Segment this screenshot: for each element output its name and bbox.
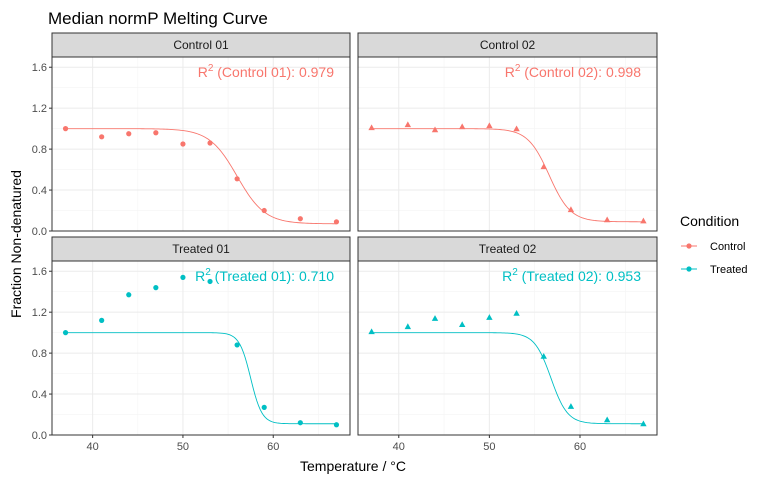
x-tick-label: 50 [483,441,495,453]
legend-label: Treated [710,264,748,276]
data-point [567,403,575,409]
data-point [234,176,240,182]
data-point [404,323,412,330]
x-tick-label: 50 [177,441,189,453]
facet-strip [51,236,351,262]
legend: Condition Control Treated [680,213,748,276]
data-point [368,328,375,335]
data-point [62,330,69,336]
data-point [458,321,466,328]
y-tick-label: 0.8 [32,348,47,360]
x-tick-label: 40 [393,441,405,453]
data-point [207,278,213,285]
chart-title: Median normP Melting Curve [48,9,268,28]
r-squared-annotation: R2 (Treated 02): 0.953 [502,267,641,284]
data-point [62,126,69,132]
facet-strip [357,236,658,262]
panel-border [357,56,658,232]
data-point [297,216,303,222]
data-point [540,163,547,170]
data-point [126,292,132,298]
data-point [513,125,520,132]
data-point [486,122,493,129]
legend-title: Condition [680,213,739,229]
x-tick-label: 60 [267,441,279,453]
r-squared-annotation: R2 (Treated 01): 0.710 [195,267,334,284]
facet-strip [51,32,351,58]
data-point [567,206,575,213]
facet-strip [357,32,658,58]
data-point [431,126,439,133]
panel-border [357,260,658,436]
facet-strip-label: Treated 02 [479,242,537,256]
y-tick-label: 0.0 [32,430,47,442]
x-tick-label: 40 [87,441,99,453]
facet-strip-label: Control 02 [480,38,536,52]
data-point [99,317,105,323]
panel-border [51,260,351,436]
data-point [99,134,105,140]
panel-control-01: Control 01 R2 (Control 01): 0.979 0.0 0.4 0.… [32,32,351,238]
data-point [603,416,611,423]
legend-label: Control [710,241,745,253]
data-point [153,130,159,136]
data-point [261,207,267,214]
fit-curve [371,128,644,223]
data-point [297,420,303,426]
fit-curve [65,332,337,425]
y-tick-label: 0.0 [32,226,47,238]
y-tick-label: 0.8 [32,144,47,156]
facet-strip-label: Control 01 [173,38,229,52]
data-point [540,352,547,359]
data-point [180,274,186,280]
data-point [126,131,132,137]
r-squared-annotation: R2 (Control 02): 0.998 [505,63,642,80]
data-point [513,310,520,316]
data-point [458,123,466,130]
r-squared-annotation: R2 (Control 01): 0.979 [198,63,335,80]
data-point [261,404,267,410]
y-tick-label: 0.4 [32,185,47,197]
panel-control-02: Control 02 R2 (Control 02): 0.998 [357,32,658,232]
panel-treated-01: Treated 01 R2 (Treated 01): 0.710 0.0 0.4 0.… [32,236,351,453]
data-point [333,219,340,225]
data-point [234,342,240,348]
y-tick-label: 0.4 [32,389,47,401]
data-point [404,121,412,128]
legend-key-control [681,243,697,249]
data-point [486,314,493,320]
facet-panels: Control 01 R2 (Control 01): 0.979 0.0 0.4 0.… [32,32,658,453]
fit-curve [371,332,644,425]
panel-border [51,56,351,232]
data-point [368,124,375,131]
y-tick-label: 1.6 [32,62,47,74]
data-point [333,422,340,428]
y-tick-label: 1.2 [32,103,47,115]
x-axis-title: Temperature / °C [300,458,406,474]
legend-key-treated [681,266,697,272]
data-point [640,420,647,427]
y-axis-title: Fraction Non-denatured [8,170,24,318]
y-tick-label: 1.2 [32,307,47,319]
data-point [431,315,439,321]
x-tick-label: 60 [574,441,586,453]
data-point [207,140,213,146]
data-point [153,285,159,291]
panel-treated-02: Treated 02 R2 (Treated 02): 0.953 40 50 60 [357,236,658,453]
legend-key-point [686,266,692,272]
data-point [603,216,611,223]
facet-strip-label: Treated 01 [172,242,230,256]
y-tick-label: 1.6 [32,266,47,278]
data-point [640,217,647,224]
legend-key-point [686,243,692,249]
fit-curve [65,128,337,225]
data-point [180,141,186,147]
